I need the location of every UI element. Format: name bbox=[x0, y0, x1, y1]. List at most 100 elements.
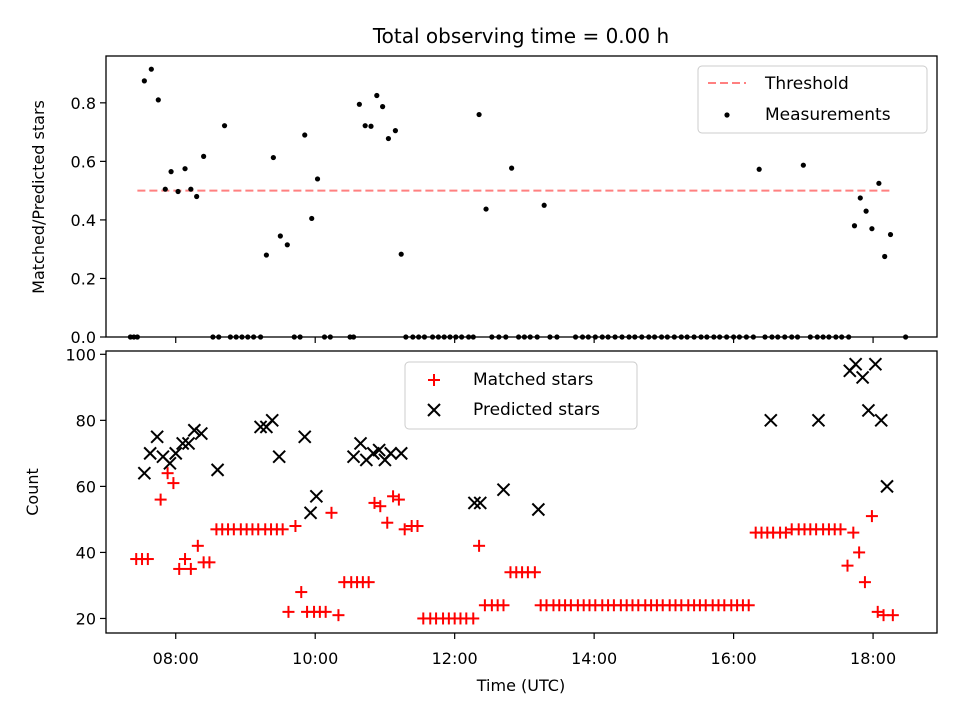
measurement-point bbox=[162, 186, 168, 192]
predicted-star-point bbox=[194, 426, 209, 441]
bottom-axes-frame bbox=[105, 350, 938, 634]
measurement-point bbox=[851, 223, 858, 229]
bottom-x-tick-label: 10:00 bbox=[292, 649, 338, 668]
predicted-star-point bbox=[848, 357, 863, 371]
measurement-point bbox=[270, 154, 276, 161]
predicted-legend-label: Predicted stars bbox=[473, 400, 600, 420]
top-panel: 0.00.20.40.60.8 Matched/Predicted stars … bbox=[29, 55, 938, 347]
predicted-star-point bbox=[861, 403, 876, 418]
matched-star-point bbox=[853, 546, 866, 559]
measurement-point bbox=[857, 195, 863, 201]
matched-star-point bbox=[295, 586, 308, 599]
bottom-y-tick-label: 100 bbox=[65, 345, 96, 364]
top-y-axis-label: Matched/Predicted stars bbox=[29, 100, 48, 294]
matched-star-point bbox=[865, 510, 878, 523]
predicted-star-point bbox=[531, 502, 546, 517]
measurement-point bbox=[509, 165, 515, 171]
matched-star-point bbox=[497, 599, 510, 612]
measurement-point bbox=[277, 233, 283, 239]
measurements-legend-label: Measurements bbox=[765, 105, 891, 125]
predicted-star-point bbox=[473, 496, 487, 510]
bottom-x-tick-label: 18:00 bbox=[850, 649, 896, 668]
matched-legend-marker bbox=[428, 374, 440, 386]
predicted-legend-marker bbox=[427, 403, 441, 417]
measurement-point bbox=[194, 193, 200, 200]
matched-star-point bbox=[289, 520, 302, 533]
measurement-point bbox=[221, 123, 228, 129]
top-axes-frame bbox=[105, 55, 938, 338]
bottom-x-tick-label: 14:00 bbox=[571, 649, 617, 668]
measurement-point bbox=[476, 111, 482, 118]
predicted-star-point bbox=[150, 430, 164, 444]
predicted-star-point bbox=[372, 443, 386, 457]
measurement-point bbox=[302, 132, 308, 138]
measurement-point bbox=[882, 253, 888, 260]
predicted-star-point bbox=[169, 446, 183, 461]
matched-star-point bbox=[179, 553, 192, 566]
measurement-point bbox=[541, 202, 547, 208]
predicted-star-point bbox=[353, 436, 368, 451]
matched-star-point bbox=[319, 605, 332, 618]
top-y-tick-label: 0.6 bbox=[71, 152, 96, 171]
measurement-point bbox=[175, 188, 181, 195]
bottom-x-tick-label: 12:00 bbox=[432, 649, 478, 668]
measurement-point bbox=[309, 215, 315, 222]
measurement-point bbox=[869, 226, 875, 232]
matched-star-point bbox=[332, 609, 345, 622]
measurement-point bbox=[368, 123, 374, 129]
predicted-star-point bbox=[880, 479, 894, 494]
measurement-point bbox=[356, 101, 362, 107]
measurement-point bbox=[284, 242, 290, 248]
matched-star-point bbox=[276, 523, 289, 536]
measurement-point bbox=[374, 92, 380, 99]
predicted-star-point bbox=[181, 436, 196, 451]
predicted-star-point bbox=[143, 446, 157, 461]
top-y-tick-label: 0.2 bbox=[71, 269, 96, 288]
measurement-point bbox=[314, 176, 321, 182]
predicted-star-point bbox=[496, 482, 511, 497]
matched-star-point bbox=[398, 523, 411, 536]
predicted-star-point bbox=[265, 413, 279, 428]
matched-star-point bbox=[381, 516, 394, 529]
top-legend-box bbox=[697, 65, 928, 134]
predicted-star-point bbox=[137, 466, 152, 480]
matched-star-point bbox=[858, 576, 871, 589]
matched-star-point bbox=[184, 562, 197, 575]
measurement-point bbox=[141, 78, 147, 84]
matched-star-point bbox=[282, 605, 295, 618]
top-y-ticks: 0.0 0.2 0.4 0.6 0.8 bbox=[71, 94, 106, 347]
matched-star-point bbox=[886, 609, 899, 622]
top-y-tick-label: 0.8 bbox=[71, 94, 96, 113]
measurement-point bbox=[168, 169, 174, 175]
bottom-plot-marks bbox=[130, 357, 899, 625]
matched-star-point bbox=[167, 477, 180, 490]
predicted-star-point bbox=[855, 370, 870, 385]
measurement-point bbox=[182, 166, 188, 172]
matched-star-point bbox=[467, 612, 480, 625]
measurement-point bbox=[385, 135, 392, 142]
matched-star-point bbox=[161, 467, 174, 480]
measurement-point bbox=[201, 153, 207, 159]
measurement-point bbox=[188, 186, 194, 192]
measurement-point bbox=[148, 66, 154, 72]
matched-star-point bbox=[392, 493, 405, 506]
bottom-x-tick-label: 16:00 bbox=[711, 649, 757, 668]
measurement-point bbox=[155, 97, 161, 103]
matched-star-point bbox=[191, 539, 204, 552]
matched-star-point bbox=[374, 500, 387, 513]
matched-star-point bbox=[141, 553, 154, 566]
measurement-point bbox=[483, 206, 489, 212]
measurement-point bbox=[392, 128, 398, 134]
bottom-y-ticks: 20 40 60 80 100 bbox=[65, 345, 106, 628]
predicted-star-point bbox=[176, 436, 190, 451]
predicted-star-point bbox=[811, 413, 826, 428]
chart-title: Total observing time = 0.00 h bbox=[372, 24, 669, 48]
predicted-star-point bbox=[187, 423, 202, 437]
top-y-tick-label: 0.0 bbox=[71, 328, 96, 347]
measurement-point bbox=[756, 166, 762, 172]
bottom-legend-box bbox=[404, 361, 638, 430]
matched-star-point bbox=[847, 526, 860, 539]
predicted-star-point bbox=[163, 456, 177, 470]
top-y-tick-label: 0.4 bbox=[71, 211, 96, 230]
